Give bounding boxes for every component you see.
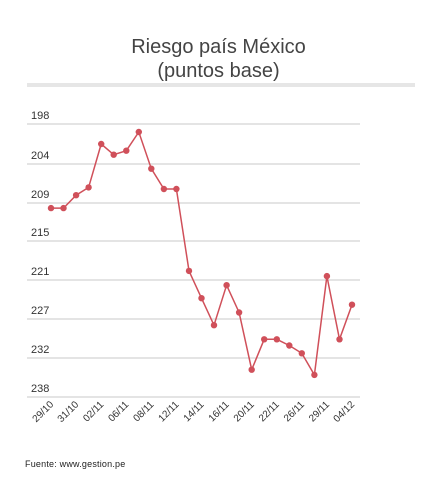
data-point[interactable] — [60, 204, 67, 212]
y-tick-label: 232 — [31, 344, 49, 356]
x-tick-label: 26/11 — [282, 399, 307, 424]
series-line — [51, 130, 353, 378]
series-layer — [47, 128, 356, 379]
x-tick-label: 04/12 — [332, 399, 358, 425]
y-tick-label: 238 — [31, 383, 49, 395]
y-tick-label: 198 — [31, 110, 49, 122]
x-tick-label: 29/11 — [307, 399, 332, 424]
data-point[interactable] — [148, 165, 155, 172]
data-point[interactable] — [273, 336, 280, 343]
x-tick-label: 29/10 — [31, 399, 57, 425]
data-point[interactable] — [98, 140, 105, 148]
chart-title: Riesgo país México — [131, 36, 306, 58]
data-point[interactable] — [336, 336, 343, 343]
source-note: Fuente: www.gestion.pe — [25, 459, 126, 469]
y-tick-label: 215 — [31, 227, 49, 239]
data-point[interactable] — [210, 322, 218, 329]
data-point[interactable] — [47, 204, 55, 212]
y-tick-label: 221 — [31, 266, 49, 278]
data-point[interactable] — [348, 301, 356, 308]
x-tick-label: 22/11 — [257, 399, 282, 424]
data-point[interactable] — [123, 147, 130, 154]
title-divider — [27, 83, 415, 87]
data-point[interactable] — [311, 371, 318, 379]
data-point[interactable] — [323, 272, 331, 280]
x-tick-label: 20/11 — [232, 399, 257, 424]
data-point[interactable] — [248, 366, 255, 373]
x-tick-label: 31/10 — [56, 399, 82, 425]
x-tick-label: 16/11 — [207, 399, 232, 424]
data-point[interactable] — [110, 151, 117, 158]
data-point[interactable] — [298, 350, 305, 357]
x-axis-ticks: 29/10 31/10 02/11 06/11 08/11 12/11 14/11 16/11… — [31, 399, 358, 425]
x-tick-label: 08/11 — [131, 399, 156, 424]
y-tick-label: 209 — [31, 189, 49, 201]
x-tick-label: 02/11 — [81, 399, 106, 424]
data-point[interactable] — [173, 185, 180, 193]
y-axis-ticks: 198 204 209 215 221 227 232 238 — [31, 110, 49, 395]
data-point[interactable] — [85, 184, 92, 191]
data-point[interactable] — [185, 267, 193, 275]
data-point[interactable] — [261, 336, 268, 343]
data-point[interactable] — [72, 192, 80, 199]
y-tick-label: 204 — [31, 150, 49, 162]
grid-lines — [27, 123, 360, 398]
chart-subtitle: (puntos base) — [157, 60, 280, 82]
x-tick-label: 14/11 — [182, 399, 207, 424]
data-point[interactable] — [286, 342, 293, 349]
data-point[interactable] — [198, 295, 205, 302]
data-point[interactable] — [235, 309, 243, 316]
y-tick-label: 227 — [31, 305, 49, 317]
data-point[interactable] — [135, 128, 142, 136]
x-tick-label: 06/11 — [106, 399, 131, 424]
data-point[interactable] — [160, 185, 168, 193]
x-tick-label: 12/11 — [157, 399, 182, 424]
data-point[interactable] — [223, 282, 230, 289]
